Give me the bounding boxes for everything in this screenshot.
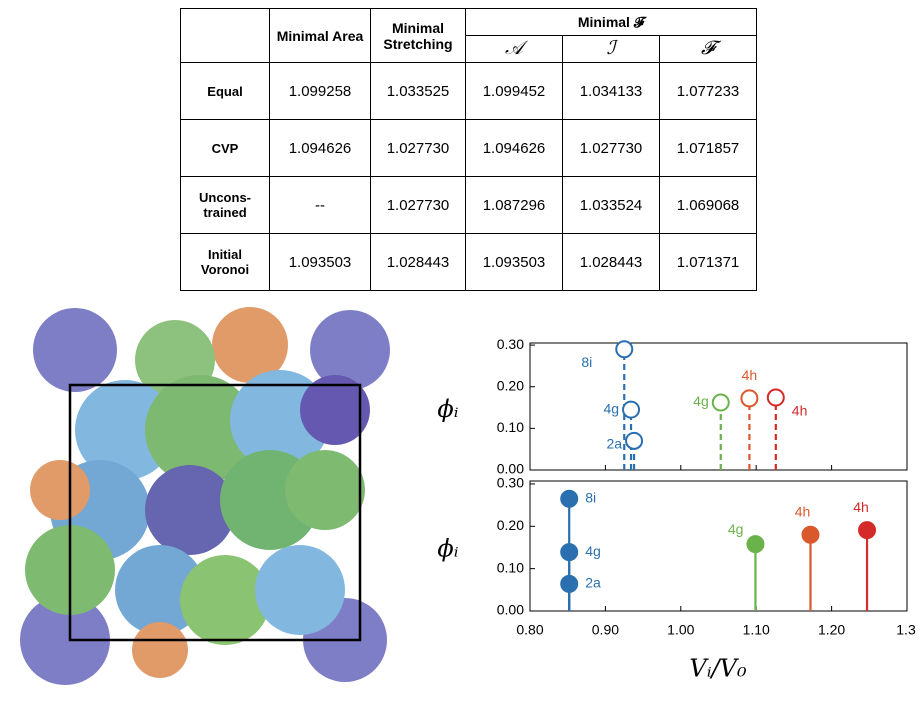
x-axis-label: Vᵢ/V₀: [689, 655, 747, 683]
point-label: 4g: [585, 543, 601, 559]
stem-marker: [616, 341, 632, 357]
stem-marker: [747, 536, 763, 552]
point-label: 4h: [742, 367, 758, 383]
point-label: 4h: [792, 402, 808, 418]
x-tick-label: 1.20: [818, 622, 845, 638]
point-label: 4g: [603, 400, 619, 416]
cell: [33, 308, 117, 392]
point-label: 4g: [693, 393, 709, 409]
x-tick-label: 1.00: [667, 622, 694, 638]
stem-marker: [561, 491, 577, 507]
point-label: 4g: [728, 521, 744, 537]
y-tick-label: 0.00: [497, 602, 524, 618]
point-label: 8i: [581, 354, 592, 370]
point-label: 8i: [585, 489, 596, 505]
x-tick-label: 1.10: [743, 622, 770, 638]
page: {"table": {"columns": ["Minimal Area", "…: [0, 0, 918, 710]
cell: [30, 460, 90, 520]
y-tick-label: 0.20: [497, 377, 524, 393]
stem-marker: [626, 433, 642, 449]
stem-marker: [623, 402, 639, 418]
y-tick-label: 0.10: [497, 419, 524, 435]
stem-marker: [768, 390, 784, 406]
stem-marker: [802, 527, 818, 543]
voronoi-render: [20, 307, 390, 685]
y-tick-label: 0.10: [497, 559, 524, 575]
x-tick-label: 1.3: [896, 622, 916, 638]
cell: [132, 622, 188, 678]
stem-marker: [561, 544, 577, 560]
point-label: 2a: [585, 575, 601, 591]
point-label: 2a: [606, 436, 622, 452]
cell: [285, 450, 365, 530]
charts: 0.000.100.200.308i4g2a4g4h4hϕᵢ0.000.100.…: [437, 336, 916, 683]
point-label: 4h: [795, 503, 811, 519]
x-tick-label: 0.80: [516, 622, 543, 638]
y-axis-label: ϕᵢ: [437, 395, 458, 423]
x-tick-label: 0.90: [592, 622, 619, 638]
stem-marker: [713, 395, 729, 411]
stem-marker: [561, 576, 577, 592]
stem-marker: [859, 522, 875, 538]
point-label: 4h: [853, 499, 869, 515]
y-tick-label: 0.30: [497, 336, 524, 352]
y-tick-label: 0.30: [497, 475, 524, 491]
stem-marker: [741, 390, 757, 406]
cell: [255, 545, 345, 635]
y-axis-label: ϕᵢ: [437, 535, 458, 563]
y-tick-label: 0.20: [497, 517, 524, 533]
figure: 0.000.100.200.308i4g2a4g4h4hϕᵢ0.000.100.…: [0, 0, 918, 710]
